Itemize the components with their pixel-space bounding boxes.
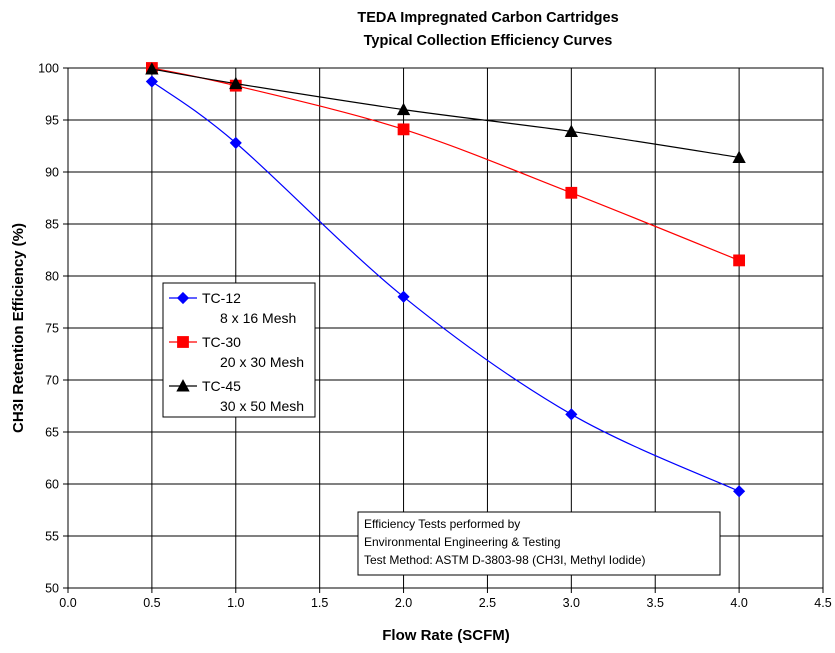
chart-subtitle: Typical Collection Efficiency Curves xyxy=(364,33,613,49)
series-layer xyxy=(145,62,746,498)
annotation-line: Test Method: ASTM D-3803-98 (CH3I, Methy… xyxy=(364,553,645,567)
data-point-tc-30 xyxy=(733,254,746,267)
series-line-tc-30 xyxy=(151,67,740,261)
annotation-box: Efficiency Tests performed by Environment… xyxy=(357,511,721,576)
x-axis-title: Flow Rate (SCFM) xyxy=(382,627,510,644)
data-point-tc-12 xyxy=(229,136,242,149)
y-axis-title: CH3I Retention Efficiency (%) xyxy=(10,223,27,433)
y-tick-label: 80 xyxy=(45,270,59,284)
y-tick-label: 65 xyxy=(45,426,59,440)
chart-title: TEDA Impregnated Carbon Cartridges xyxy=(357,10,618,26)
x-tick-label: 0.5 xyxy=(143,596,160,610)
legend-box xyxy=(162,282,316,418)
y-tick-label: 55 xyxy=(45,530,59,544)
x-tick-label: 3.0 xyxy=(563,596,580,610)
legend-sublabel-tc-30: 20 x 30 Mesh xyxy=(220,354,304,370)
data-point-tc-45 xyxy=(396,102,411,116)
x-tick-label: 2.5 xyxy=(479,596,496,610)
x-tick-label: 4.5 xyxy=(814,596,831,610)
legend-sublabel-tc-12: 8 x 16 Mesh xyxy=(220,310,296,326)
y-tick-label: 95 xyxy=(45,114,59,128)
x-tick-label: 1.5 xyxy=(311,596,328,610)
data-point-tc-12 xyxy=(733,485,746,498)
annotation-line: Environmental Engineering & Testing xyxy=(364,535,561,549)
annotation-line: Efficiency Tests performed by xyxy=(364,517,520,531)
legend-marker-tc-45 xyxy=(176,379,190,392)
data-point-tc-45 xyxy=(732,150,746,163)
x-tick-label: 4.0 xyxy=(730,596,747,610)
x-tick-label: 0.0 xyxy=(59,596,76,610)
legend: TC-12 8 x 16 Mesh TC-30 20 x 30 Mesh TC-45 30… xyxy=(162,282,316,418)
legend-marker-tc-30 xyxy=(177,336,189,348)
x-tick-label: 2.0 xyxy=(395,596,412,610)
legend-label-tc-45: TC-45 xyxy=(202,378,241,394)
y-tick-label: 90 xyxy=(45,166,59,180)
y-tick-label: 50 xyxy=(45,582,59,596)
y-tick-label: 60 xyxy=(45,478,59,492)
x-tick-label: 1.0 xyxy=(227,596,244,610)
legend-label-tc-12: TC-12 xyxy=(202,290,241,306)
data-point-tc-45 xyxy=(145,62,159,75)
axis-ticks: 0.0 0.5 1.0 1.5 2.0 2.5 3.0 3.5 4.0 4.5 50 55 60 65 70… xyxy=(38,62,832,611)
y-tick-label: 100 xyxy=(38,62,59,76)
legend-sublabel-tc-45: 30 x 50 Mesh xyxy=(220,398,304,414)
annotation-frame xyxy=(357,511,721,576)
legend-marker-tc-12 xyxy=(176,291,190,305)
data-point-tc-12 xyxy=(397,290,410,303)
data-point-tc-30 xyxy=(565,186,578,199)
data-point-tc-45 xyxy=(229,76,243,90)
y-tick-label: 85 xyxy=(45,218,59,232)
legend-label-tc-30: TC-30 xyxy=(202,334,241,350)
data-point-tc-45 xyxy=(564,124,579,137)
y-tick-label: 75 xyxy=(45,322,59,336)
data-point-tc-12 xyxy=(565,408,578,421)
data-point-tc-12 xyxy=(145,75,158,88)
y-tick-label: 70 xyxy=(45,374,59,388)
data-point-tc-30 xyxy=(397,123,410,136)
x-tick-label: 3.5 xyxy=(647,596,664,610)
series-line-tc-45 xyxy=(151,68,740,159)
